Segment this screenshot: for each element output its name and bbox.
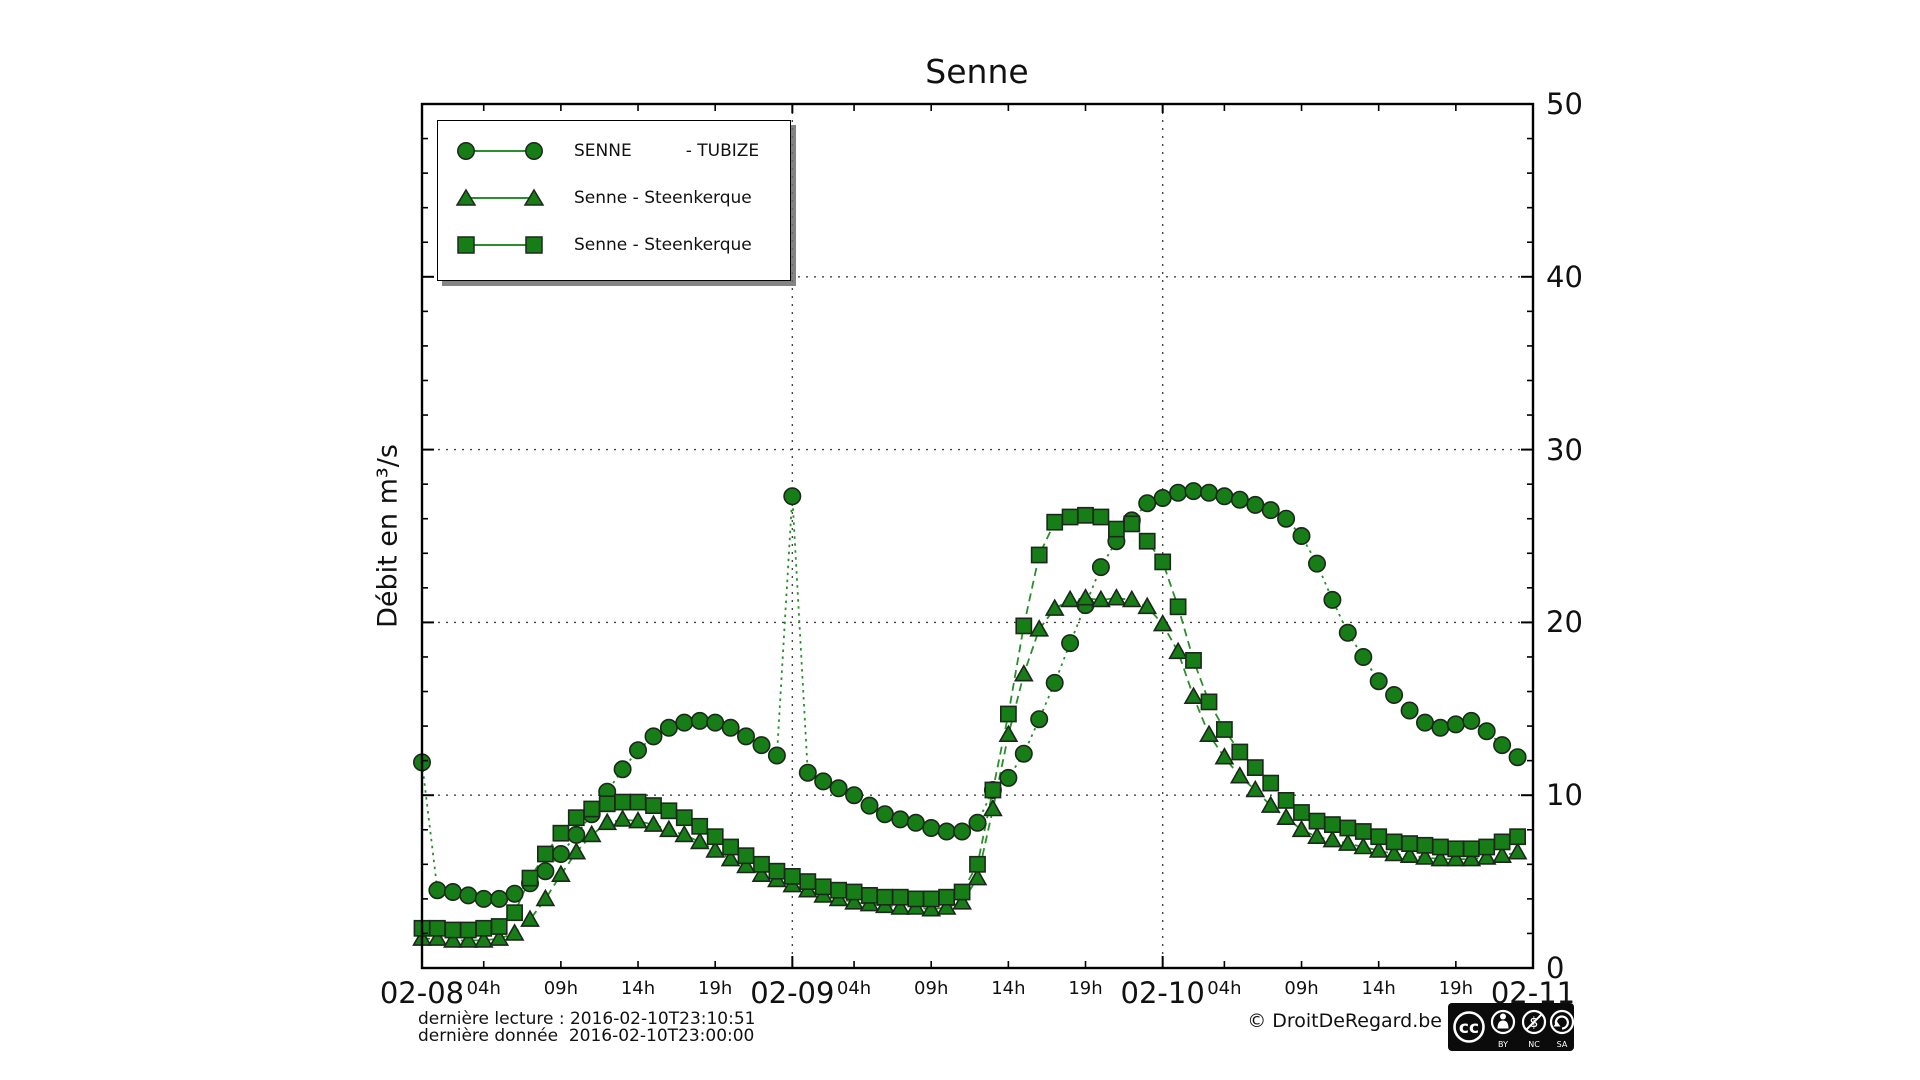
y-tick-label: 10 <box>1546 778 1583 813</box>
x-hour-tick-label: 09h <box>1284 978 1319 999</box>
last-data-text: dernière donnée 2016-02-10T23:00:00 <box>418 1026 755 1046</box>
legend-marker-square <box>457 236 543 254</box>
svg-text:NC: NC <box>1528 1040 1540 1049</box>
legend-marker-circle <box>457 142 543 160</box>
svg-text:SA: SA <box>1557 1040 1568 1049</box>
x-hour-tick-label: 04h <box>1207 978 1242 999</box>
y-tick-label: 50 <box>1546 87 1583 121</box>
x-hour-tick-label: 19h <box>1068 978 1103 999</box>
x-hour-tick-label: 04h <box>466 978 501 999</box>
cc-icon: cc <box>1453 1011 1485 1043</box>
x-hour-tick-label: 04h <box>836 978 872 999</box>
x-day-tick-label: 02-11 <box>1490 976 1576 1010</box>
legend-box: SENNE - TUBIZE Senne - Steenkerque Senne… <box>437 120 791 281</box>
legend-label: Senne - Steenkerque <box>574 235 752 255</box>
svg-text:cc: cc <box>1459 1018 1479 1038</box>
x-hour-tick-label: 19h <box>1438 978 1473 999</box>
y-tick-label: 40 <box>1546 259 1583 294</box>
x-hour-tick-label: 14h <box>991 978 1026 999</box>
legend-label: Senne - Steenkerque <box>574 188 752 208</box>
cc-license-badge: cc BY $ NC SA <box>1448 1003 1574 1051</box>
x-day-tick-label: 02-08 <box>379 976 465 1010</box>
cc-by-icon: BY <box>1490 1009 1516 1049</box>
x-hour-tick-label: 14h <box>1361 978 1396 999</box>
svg-text:BY: BY <box>1498 1040 1508 1049</box>
x-hour-tick-label: 19h <box>698 978 733 999</box>
y-tick-label: 0 <box>1546 951 1565 985</box>
legend-entry-steenkerque-1: Senne - Steenkerque <box>454 187 752 209</box>
legend-marker-triangle <box>455 188 545 206</box>
x-day-tick-label: 02-10 <box>1120 976 1205 1010</box>
y-tick-label: 20 <box>1546 605 1583 640</box>
copyright-text: © DroitDeRegard.be <box>1247 1010 1442 1032</box>
last-reading-text: dernière lecture : 2016-02-10T23:10:51 <box>418 1009 756 1029</box>
x-day-tick-label: 02-09 <box>750 976 835 1010</box>
legend-label: SENNE - TUBIZE <box>574 141 760 161</box>
y-tick-label: 30 <box>1546 432 1583 467</box>
cc-sa-icon: SA <box>1549 1009 1574 1049</box>
x-hour-tick-label: 14h <box>620 978 656 999</box>
cc-nc-icon: $ NC <box>1521 1009 1547 1049</box>
legend-entry-tubize: SENNE - TUBIZE <box>454 140 759 162</box>
legend-entry-steenkerque-2: Senne - Steenkerque <box>454 234 752 256</box>
chart-title: Senne <box>925 52 1029 91</box>
x-hour-tick-label: 09h <box>543 978 579 999</box>
y-axis-label: Débit en m³/s <box>372 444 404 628</box>
x-hour-tick-label: 09h <box>914 978 949 999</box>
